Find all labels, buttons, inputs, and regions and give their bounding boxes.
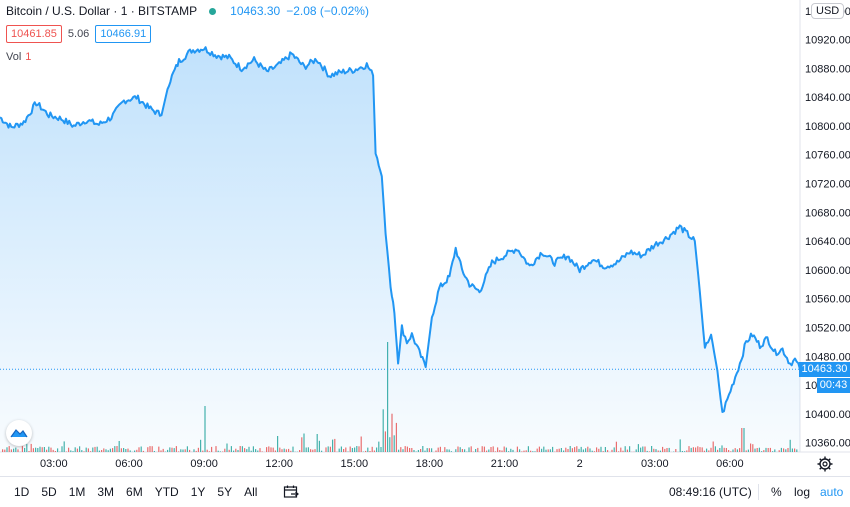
last-price-tag: 10463.30	[799, 362, 850, 377]
range-1y[interactable]: 1Y	[185, 485, 212, 499]
price-tick-label: 10640.00	[805, 236, 850, 248]
time-tick-label: 06:00	[716, 458, 744, 470]
price-tick-label: 10360.00	[805, 438, 850, 450]
price-tick-label: 10680.00	[805, 207, 850, 219]
spread-value: 5.06	[68, 28, 89, 40]
time-tick-label: 18:00	[416, 458, 444, 470]
price-change: −2.08 (−0.02%)	[286, 4, 369, 18]
price-tick-label: 10800.00	[805, 121, 850, 133]
logo-glyph-icon	[10, 427, 28, 439]
tradingview-logo-icon[interactable]	[6, 420, 32, 446]
price-chart[interactable]: 10360.0010400.0010440.0010480.0010520.00…	[0, 0, 850, 476]
range-1d[interactable]: 1D	[8, 485, 35, 499]
symbol-legend: Bitcoin / U.S. Dollar · 1 · BITSTAMP 104…	[6, 4, 369, 18]
price-tick-label: 10520.00	[805, 323, 850, 335]
range-all[interactable]: All	[238, 485, 263, 499]
time-tick-label: 2	[577, 458, 583, 470]
bar-countdown-tag: 00:43	[817, 378, 850, 393]
volume-legend: Vol 1	[6, 51, 31, 63]
time-tick-label: 09:00	[190, 458, 218, 470]
volume-value: 1	[25, 51, 31, 63]
last-price: 10463.30	[230, 4, 280, 18]
range-5y[interactable]: 5Y	[211, 485, 238, 499]
time-tick-label: 06:00	[115, 458, 143, 470]
range-5d[interactable]: 5D	[35, 485, 62, 499]
price-tick-label: 10760.00	[805, 150, 850, 162]
time-tick-label: 21:00	[491, 458, 519, 470]
time-tick-label: 15:00	[341, 458, 369, 470]
quote-row: 10461.85 5.06 10466.91	[6, 25, 151, 43]
price-tick-label: 10920.00	[805, 35, 850, 47]
price-tick-label: 10720.00	[805, 179, 850, 191]
price-tick-label: 10560.00	[805, 294, 850, 306]
calendar-goto-icon[interactable]	[283, 484, 299, 500]
range-ytd[interactable]: YTD	[149, 485, 185, 499]
volume-label: Vol	[6, 51, 21, 63]
range-3m[interactable]: 3M	[91, 485, 120, 499]
market-status-icon	[209, 8, 216, 15]
range-6m[interactable]: 6M	[120, 485, 149, 499]
time-tick-label: 12:00	[265, 458, 293, 470]
time-tick-label: 03:00	[641, 458, 669, 470]
price-tick-label: 10400.00	[805, 409, 850, 421]
range-1m[interactable]: 1M	[63, 485, 92, 499]
percent-scale-toggle[interactable]: %	[771, 485, 782, 499]
price-tick-label: 10600.00	[805, 265, 850, 277]
currency-button[interactable]: USD	[811, 3, 844, 19]
auto-scale-toggle[interactable]: auto	[820, 485, 843, 499]
time-tick-label: 03:00	[40, 458, 68, 470]
toolbar-divider	[758, 484, 759, 500]
time-axis[interactable]: 03:00 06:00 09:00 12:00 15:00 18:00 21:00 2 03:0…	[40, 458, 744, 470]
log-scale-toggle[interactable]: log	[794, 485, 810, 499]
price-tick-label: 10840.00	[805, 92, 850, 104]
price-area-fill	[0, 47, 800, 452]
symbol-title[interactable]: Bitcoin / U.S. Dollar · 1 · BITSTAMP	[6, 4, 197, 18]
ask-price[interactable]: 10466.91	[95, 25, 151, 43]
utc-clock[interactable]: 08:49:16 (UTC)	[669, 485, 752, 499]
bid-price[interactable]: 10461.85	[6, 25, 62, 43]
price-tick-label: 10880.00	[805, 63, 850, 75]
gear-icon[interactable]	[816, 455, 834, 473]
